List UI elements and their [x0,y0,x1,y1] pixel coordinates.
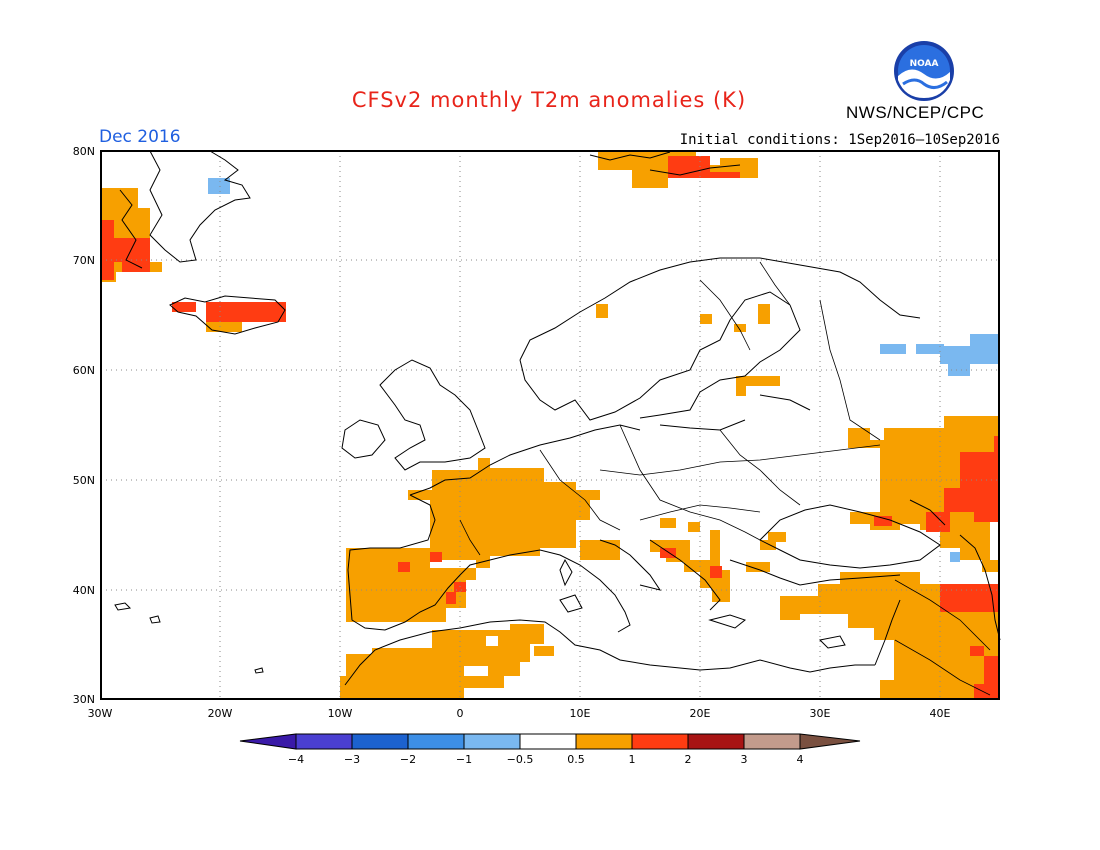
colorbar-tick-label: −4 [288,753,304,766]
colorbar-ticks: −4 −3 −2 −1 −0.5 0.5 1 2 3 4 [288,753,804,766]
lat-label: 70N [73,254,95,267]
lat-label: 50N [73,474,95,487]
colorbar-tick-label: −0.5 [507,753,534,766]
colorbar-tick-label: −1 [456,753,472,766]
lon-label: 30W [88,707,113,720]
lon-label: 0 [457,707,464,720]
colorbar-tick-label: 1 [629,753,636,766]
colorbar-tick-label: 3 [741,753,748,766]
forecast-month: Dec 2016 [99,127,181,147]
colorbar-tick-label: −3 [344,753,360,766]
anomaly-fill-layer [101,152,1000,698]
lat-label: 60N [73,364,95,377]
lon-label: 20E [690,707,711,720]
coastlines [114,150,1001,686]
country-borders [459,261,991,696]
agency-label: NWS/NCEP/CPC [846,103,985,122]
lon-label: 10E [570,707,591,720]
svg-text:NOAA: NOAA [910,59,939,69]
lon-label: 10W [328,707,353,720]
lat-labels: 80N 70N 60N 50N 40N 30N [73,145,95,706]
lon-label: 40E [930,707,951,720]
colorbar [239,733,861,750]
map-frame [100,150,1000,700]
lat-label: 30N [73,693,95,706]
noaa-logo-icon: NOAA [894,41,954,101]
initial-conditions-label: Initial conditions: 1Sep2016–10Sep2016 [679,132,1000,148]
chart-title: CFSv2 monthly T2m anomalies (K) [351,88,747,112]
lon-label: 30E [810,707,831,720]
colorbar-tick-label: 0.5 [567,753,585,766]
colorbar-tick-label: 2 [685,753,692,766]
colorbar-tick-label: 4 [797,753,804,766]
lat-label: 80N [73,145,95,158]
lon-labels: 30W 20W 10W 0 10E 20E 30E 40E [88,707,951,720]
colorbar-tick-label: −2 [400,753,416,766]
lon-label: 20W [208,707,233,720]
lat-label: 40N [73,584,95,597]
